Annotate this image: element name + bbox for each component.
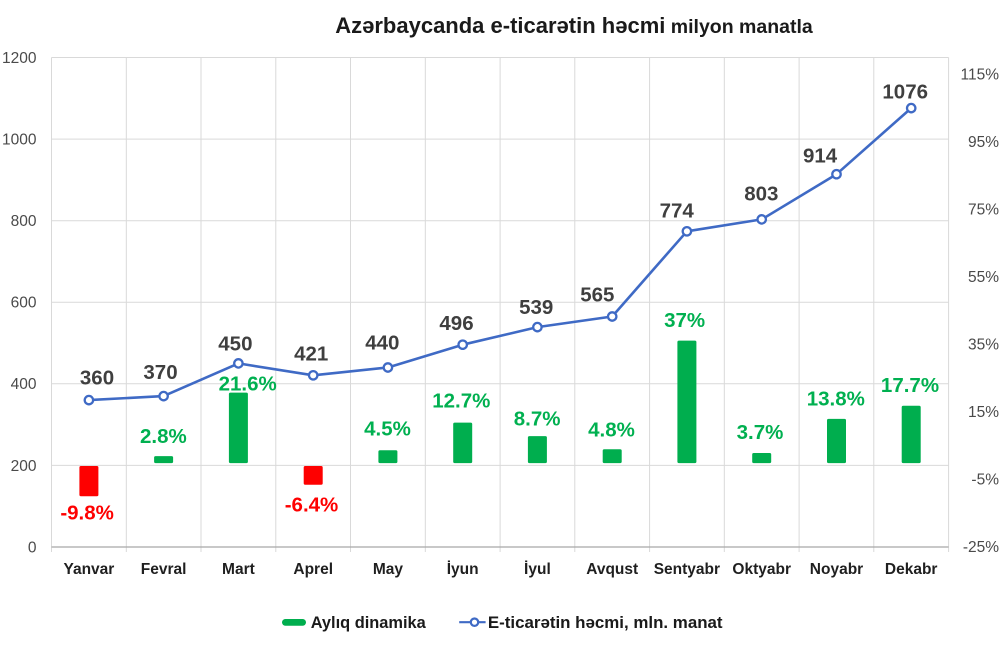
svg-text:Oktyabr: Oktyabr bbox=[732, 561, 791, 578]
svg-text:17.7%: 17.7% bbox=[881, 374, 939, 397]
svg-text:2.8%: 2.8% bbox=[140, 425, 187, 448]
svg-text:4.8%: 4.8% bbox=[588, 418, 635, 441]
svg-text:-25%: -25% bbox=[963, 539, 999, 556]
svg-text:774: 774 bbox=[660, 199, 695, 222]
svg-text:Yanvar: Yanvar bbox=[63, 561, 114, 578]
svg-text:Azərbaycanda e-ticarətin həcmi: Azərbaycanda e-ticarətin həcmi milyon ma… bbox=[335, 13, 813, 38]
svg-text:E-ticarətin həcmi, mln. manat: E-ticarətin həcmi, mln. manat bbox=[488, 613, 723, 632]
svg-text:440: 440 bbox=[365, 332, 399, 355]
svg-text:13.8%: 13.8% bbox=[807, 388, 865, 411]
svg-text:21.6%: 21.6% bbox=[219, 373, 277, 396]
svg-text:539: 539 bbox=[519, 296, 553, 319]
svg-text:Noyabr: Noyabr bbox=[810, 561, 863, 578]
svg-text:95%: 95% bbox=[968, 134, 999, 151]
svg-text:600: 600 bbox=[11, 295, 37, 312]
svg-text:Mart: Mart bbox=[222, 561, 255, 578]
svg-text:75%: 75% bbox=[968, 201, 999, 218]
svg-text:37%: 37% bbox=[664, 309, 705, 332]
svg-text:3.7%: 3.7% bbox=[737, 421, 784, 444]
svg-text:450: 450 bbox=[218, 332, 252, 355]
svg-text:400: 400 bbox=[11, 376, 37, 393]
svg-text:1000: 1000 bbox=[2, 132, 37, 149]
svg-text:Sentyabr: Sentyabr bbox=[654, 561, 720, 578]
svg-text:8.7%: 8.7% bbox=[514, 407, 561, 430]
svg-text:914: 914 bbox=[803, 144, 838, 167]
svg-text:0: 0 bbox=[28, 539, 37, 556]
svg-text:800: 800 bbox=[11, 213, 37, 230]
svg-text:35%: 35% bbox=[968, 336, 999, 353]
svg-text:-6.4%: -6.4% bbox=[285, 493, 339, 516]
svg-text:-9.8%: -9.8% bbox=[60, 501, 114, 524]
svg-text:1200: 1200 bbox=[2, 50, 37, 67]
svg-text:15%: 15% bbox=[968, 404, 999, 421]
svg-text:370: 370 bbox=[143, 361, 177, 384]
svg-text:Aylıq dinamika: Aylıq dinamika bbox=[311, 614, 427, 632]
svg-text:Fevral: Fevral bbox=[141, 561, 187, 578]
svg-text:Aprel: Aprel bbox=[293, 561, 333, 578]
svg-text:İyun: İyun bbox=[447, 561, 479, 578]
svg-text:421: 421 bbox=[294, 343, 328, 366]
svg-text:803: 803 bbox=[744, 183, 778, 206]
svg-text:565: 565 bbox=[580, 283, 614, 306]
svg-text:12.7%: 12.7% bbox=[432, 389, 490, 412]
svg-text:1076: 1076 bbox=[882, 80, 928, 103]
svg-text:May: May bbox=[373, 561, 404, 578]
svg-text:496: 496 bbox=[439, 312, 473, 335]
svg-text:360: 360 bbox=[80, 367, 114, 390]
svg-text:115%: 115% bbox=[961, 66, 1000, 83]
svg-text:Avqust: Avqust bbox=[586, 561, 638, 578]
svg-text:55%: 55% bbox=[968, 269, 999, 286]
svg-text:4.5%: 4.5% bbox=[364, 417, 411, 440]
svg-text:Dekabr: Dekabr bbox=[885, 561, 938, 578]
svg-text:-5%: -5% bbox=[971, 471, 999, 488]
svg-text:200: 200 bbox=[11, 458, 37, 475]
svg-text:İyul: İyul bbox=[524, 561, 551, 578]
